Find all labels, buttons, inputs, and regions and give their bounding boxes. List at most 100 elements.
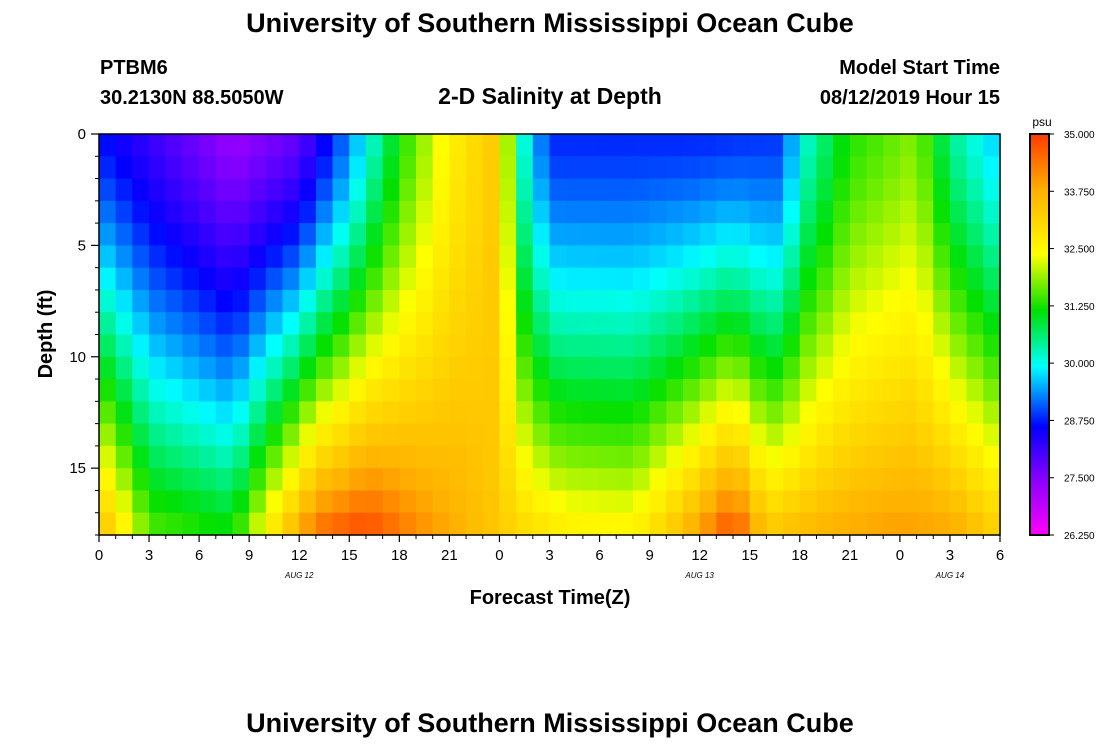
heatmap-cell xyxy=(916,468,934,492)
heatmap-cell xyxy=(249,423,267,447)
heatmap-cell xyxy=(516,134,534,157)
heatmap-cell xyxy=(399,312,417,336)
heatmap-cell xyxy=(482,312,501,336)
heatmap-cell xyxy=(616,468,634,492)
heatmap-cell xyxy=(182,223,200,246)
heatmap-cell xyxy=(99,289,117,313)
heatmap-cell xyxy=(849,156,868,180)
heatmap-cell xyxy=(933,267,951,291)
heatmap-cell xyxy=(349,490,367,514)
heatmap-cell xyxy=(516,379,534,402)
heatmap-cell xyxy=(165,134,184,157)
heatmap-cell xyxy=(966,468,984,492)
heatmap-cell xyxy=(265,245,284,269)
heatmap-cell xyxy=(299,267,317,291)
heatmap-cell xyxy=(733,134,751,157)
heatmap-cell xyxy=(983,401,1001,425)
heatmap-cell xyxy=(149,445,167,469)
heatmap-cell xyxy=(582,468,601,492)
heatmap-cell xyxy=(899,334,918,358)
heatmap-cell xyxy=(933,178,951,202)
heatmap-cell xyxy=(949,468,968,492)
heatmap-cell xyxy=(682,312,701,336)
heatmap-cell xyxy=(332,356,350,380)
heatmap-cell xyxy=(99,468,117,492)
heatmap-cell xyxy=(416,245,434,269)
heatmap-cell xyxy=(682,356,701,380)
heatmap-cell xyxy=(833,245,851,269)
heatmap-cell xyxy=(566,490,584,514)
heatmap-cell xyxy=(532,267,551,291)
heatmap-cell xyxy=(115,445,133,469)
heatmap-cell xyxy=(299,445,317,469)
heatmap-cell xyxy=(666,200,684,224)
heatmap-cell xyxy=(949,423,968,447)
heatmap-cell xyxy=(949,512,968,536)
heatmap-cell xyxy=(783,445,801,469)
heatmap-cell xyxy=(866,379,884,402)
heatmap-cell xyxy=(282,312,300,336)
heatmap-cell xyxy=(499,245,517,269)
heatmap-cell xyxy=(315,223,334,246)
heatmap-cell xyxy=(299,512,317,536)
heatmap-cell xyxy=(949,178,968,202)
heatmap-cell xyxy=(532,312,551,336)
heatmap-cell xyxy=(349,156,367,180)
heatmap-cell xyxy=(399,379,417,402)
heatmap-cell xyxy=(566,468,584,492)
heatmap-cell xyxy=(783,267,801,291)
heatmap-cell xyxy=(149,334,167,358)
heatmap-cell xyxy=(416,178,434,202)
heatmap-cell xyxy=(599,156,617,180)
heatmap-cell xyxy=(933,379,951,402)
heatmap-cell xyxy=(132,267,150,291)
heatmap-cell xyxy=(249,223,267,246)
y-tick-label: 5 xyxy=(78,237,86,254)
heatmap-cell xyxy=(149,156,167,180)
heatmap-cell xyxy=(733,401,751,425)
heatmap-cell xyxy=(549,490,567,514)
heatmap-cell xyxy=(816,423,834,447)
heatmap-cell xyxy=(416,200,434,224)
heatmap-cell xyxy=(349,134,367,157)
heatmap-cell xyxy=(749,289,768,313)
heatmap-cell xyxy=(816,156,834,180)
heatmap-cell xyxy=(265,401,284,425)
heatmap-cell xyxy=(699,267,717,291)
heatmap-cell xyxy=(766,312,784,336)
heatmap-cell xyxy=(482,134,501,157)
heatmap-cell xyxy=(516,356,534,380)
heatmap-cell xyxy=(799,512,818,536)
heatmap-cell xyxy=(916,245,934,269)
heatmap-cell xyxy=(816,312,834,336)
heatmap-cell xyxy=(849,334,868,358)
heatmap-cell xyxy=(883,490,901,514)
x-tick-label: 3 xyxy=(946,547,954,564)
heatmap-cell xyxy=(149,356,167,380)
heatmap-cell xyxy=(115,312,133,336)
heatmap-cell xyxy=(282,401,300,425)
heatmap-cell xyxy=(616,490,634,514)
heatmap-cell xyxy=(716,178,734,202)
heatmap-cell xyxy=(499,445,517,469)
heatmap-cell xyxy=(99,445,117,469)
heatmap-cell xyxy=(632,134,651,157)
heatmap-cell xyxy=(582,289,601,313)
heatmap-cell xyxy=(733,445,751,469)
heatmap-cell xyxy=(332,490,350,514)
heatmap-cell xyxy=(632,401,651,425)
heatmap-cell xyxy=(866,267,884,291)
heatmap-cell xyxy=(549,356,567,380)
heatmap-cell xyxy=(199,178,217,202)
heatmap-cell xyxy=(432,267,450,291)
heatmap-cell xyxy=(416,134,434,157)
date-labels: AUG 12 AUG 13 AUG 14 xyxy=(284,571,965,580)
heatmap-cell xyxy=(532,445,551,469)
heatmap-cell xyxy=(566,223,584,246)
heatmap-cell xyxy=(682,445,701,469)
heatmap-cell xyxy=(816,200,834,224)
heatmap-cell xyxy=(733,200,751,224)
heatmap-cell xyxy=(182,468,200,492)
heatmap-cell xyxy=(449,379,467,402)
heatmap-cell xyxy=(699,178,717,202)
